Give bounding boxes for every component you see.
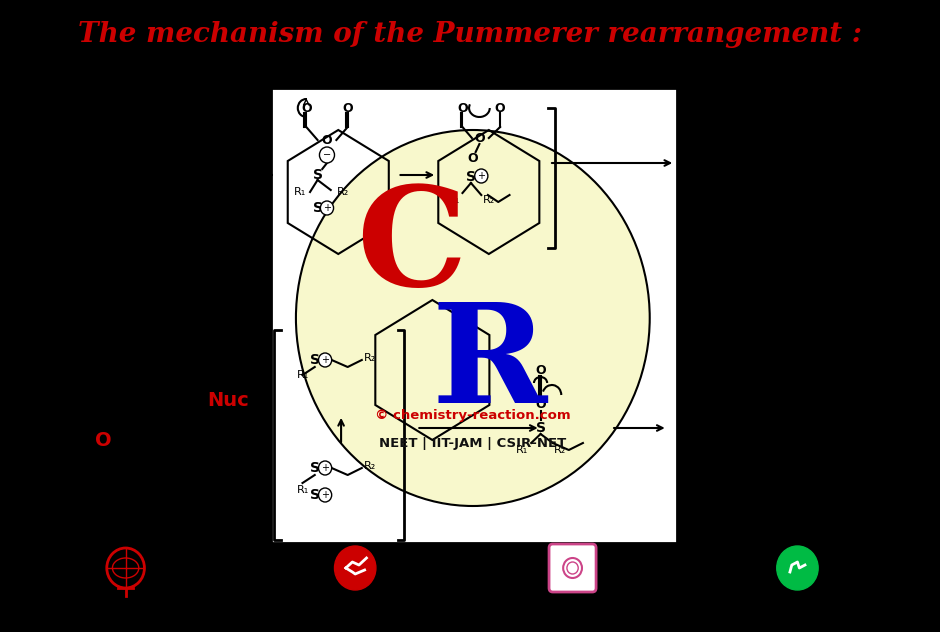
Circle shape bbox=[319, 353, 332, 367]
Text: R: R bbox=[431, 298, 546, 432]
Text: +: + bbox=[478, 171, 485, 181]
Text: +: + bbox=[321, 463, 329, 473]
Circle shape bbox=[296, 130, 650, 506]
Text: © chemistry-reaction.com: © chemistry-reaction.com bbox=[375, 408, 571, 422]
Text: R₁: R₁ bbox=[296, 370, 308, 380]
Text: O: O bbox=[457, 102, 468, 114]
Text: R₁: R₁ bbox=[293, 187, 306, 197]
Text: R₁: R₁ bbox=[296, 485, 308, 495]
Text: O: O bbox=[535, 363, 546, 377]
Text: R₂: R₂ bbox=[483, 195, 495, 205]
Text: R₂: R₂ bbox=[555, 445, 567, 455]
Text: −: − bbox=[323, 150, 331, 160]
Circle shape bbox=[776, 546, 818, 590]
Text: +: + bbox=[321, 355, 329, 365]
Text: NEET | IIT-JAM | CSIR-NET: NEET | IIT-JAM | CSIR-NET bbox=[379, 437, 567, 449]
Text: S: S bbox=[466, 170, 476, 184]
Text: S: S bbox=[310, 461, 320, 475]
Text: O: O bbox=[95, 430, 111, 449]
Text: R₁: R₁ bbox=[516, 445, 528, 455]
Text: O: O bbox=[494, 102, 506, 114]
Text: O: O bbox=[535, 399, 546, 411]
Text: S: S bbox=[313, 201, 322, 215]
Text: R₂: R₂ bbox=[364, 353, 376, 363]
Text: S: S bbox=[536, 421, 545, 435]
Text: C: C bbox=[356, 181, 467, 315]
Circle shape bbox=[321, 201, 334, 215]
Text: The mechanism of the Pummerer rearrangement :: The mechanism of the Pummerer rearrangem… bbox=[78, 21, 862, 49]
Text: +: + bbox=[321, 490, 329, 500]
Circle shape bbox=[335, 546, 376, 590]
Circle shape bbox=[475, 169, 488, 183]
Bar bbox=[271, 88, 677, 543]
Text: O: O bbox=[474, 131, 485, 145]
Text: O: O bbox=[467, 152, 478, 164]
Text: S: S bbox=[310, 353, 320, 367]
Text: +: + bbox=[323, 203, 331, 213]
Text: Nuc: Nuc bbox=[208, 391, 249, 410]
Text: R: R bbox=[682, 154, 694, 172]
Text: R₁: R₁ bbox=[447, 195, 460, 205]
Text: R₂: R₂ bbox=[337, 187, 349, 197]
Text: O: O bbox=[342, 102, 353, 114]
Circle shape bbox=[319, 461, 332, 475]
Text: S: S bbox=[313, 168, 322, 182]
Text: O: O bbox=[301, 102, 311, 114]
Text: S: S bbox=[310, 488, 320, 502]
Text: O: O bbox=[321, 133, 332, 147]
Circle shape bbox=[319, 488, 332, 502]
FancyBboxPatch shape bbox=[549, 544, 596, 592]
Circle shape bbox=[320, 147, 335, 163]
Text: R₂: R₂ bbox=[364, 461, 376, 471]
